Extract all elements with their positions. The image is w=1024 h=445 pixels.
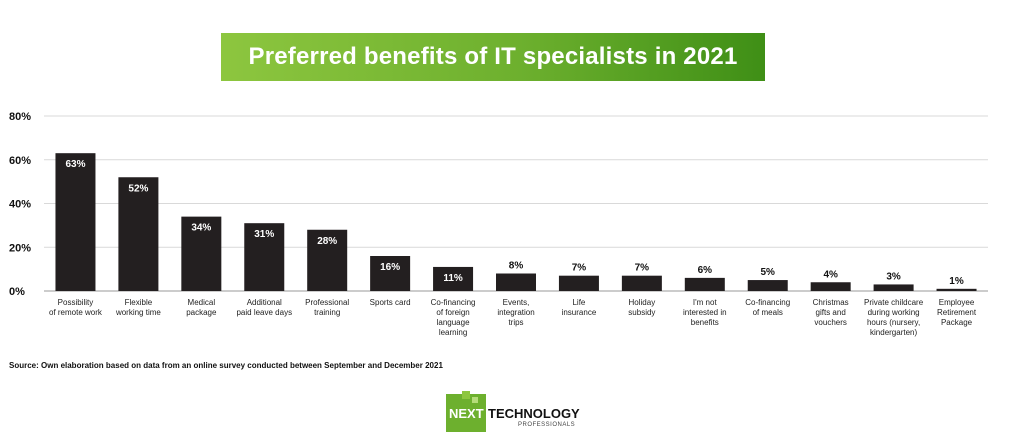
chart-title-banner: Preferred benefits of IT specialists in … [221,33,765,81]
data-label: 8% [509,261,524,272]
bar [181,216,222,291]
data-label: 16% [380,262,400,273]
category-label: Co-financing of meals [745,298,790,317]
category-label: Co-financing of foreign language learning [431,298,476,337]
category-label: Christmas gifts and vouchers [813,298,849,327]
bar [244,223,285,291]
bar [118,177,159,291]
y-tick-label: 20% [9,242,31,254]
y-tick-label: 60% [9,155,31,167]
data-label: 1% [949,276,964,287]
category-label: Sports card [370,298,411,307]
category-label: Possibility of remote work [49,298,103,317]
category-label: Private childcare during working hours (nu… [864,298,924,337]
bar [558,275,599,291]
source-note: Source: Own elaboration based on data fr… [9,361,443,370]
category-label: Professional training [305,298,349,317]
bar [496,273,536,291]
category-label: Additional paid leave days [236,298,292,317]
bar [621,275,662,291]
data-label: 31% [254,229,274,240]
data-label: 7% [635,263,650,274]
category-label: Flexible working time [115,298,161,317]
category-label: Employee Retirement Package [937,298,977,327]
category-label: Events, integration trips [497,298,534,327]
data-label: 5% [761,267,776,278]
category-label: Medical package [186,298,217,317]
y-tick-label: 80% [9,111,31,123]
data-label: 11% [443,273,463,284]
y-tick-label: 40% [9,199,31,211]
next-technology-logo: NEXT TECHNOLOGY PROFESSIONALS [444,391,594,435]
bar-chart: 0% 20% 40% 60% 80% 63% Possibility of remote wo… [9,111,988,337]
bar [307,229,348,291]
data-label: 7% [572,263,587,274]
bar [936,288,977,291]
bar [810,282,851,291]
category-label: I'm not interested in benefits [683,298,727,327]
bar [433,266,474,291]
logo-subtitle: PROFESSIONALS [518,422,576,428]
bar [873,284,914,291]
data-label: 28% [317,236,337,247]
data-label: 3% [886,271,901,282]
data-label: 52% [128,183,148,194]
bar [747,280,788,291]
bar [684,277,725,291]
bar [55,153,96,291]
data-label: 6% [698,265,713,276]
bar [370,256,411,291]
y-tick-label: 0% [9,286,25,298]
chart-title: Preferred benefits of IT specialists in … [248,43,738,70]
data-label: 63% [65,159,85,170]
category-label: Holiday subsidy [628,298,655,317]
data-label: 4% [823,269,838,280]
data-label: 34% [191,223,211,234]
category-label: Life insurance [562,298,597,317]
